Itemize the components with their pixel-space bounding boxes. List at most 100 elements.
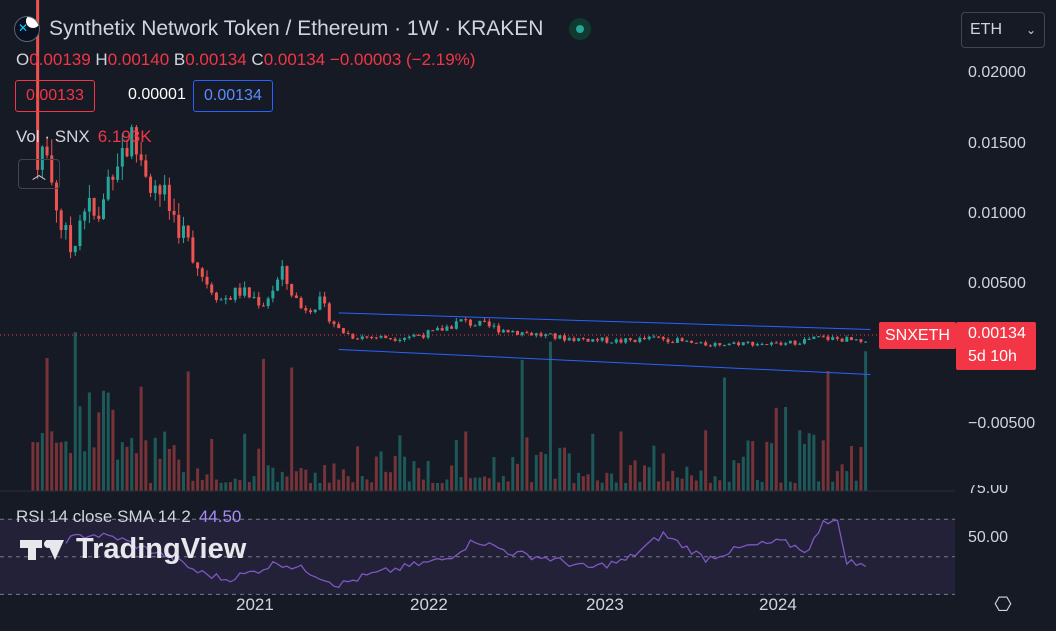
volume-bar [784, 406, 788, 491]
candle-body [788, 340, 792, 344]
volume-bar [699, 470, 703, 491]
volume-bar [323, 465, 327, 491]
candle-body [417, 334, 421, 336]
symbol-price-label: SNXETH [879, 322, 956, 349]
current-price: 0.00134 [968, 325, 1026, 342]
candle-body [403, 337, 407, 340]
candle-body [544, 334, 548, 337]
volume-bar [685, 466, 689, 491]
volume-bar [798, 430, 802, 491]
candle-body [581, 338, 585, 340]
candle-body [624, 338, 628, 343]
rsi-pane [0, 518, 955, 595]
candle-body [614, 339, 618, 343]
candle-body [69, 225, 73, 253]
currency-selector[interactable]: ETH ⌄ [961, 12, 1045, 48]
volume-bar [864, 351, 868, 491]
volume-bar [657, 481, 661, 491]
candle-body [426, 330, 430, 338]
volume-bar [229, 482, 233, 491]
volume-bar [101, 390, 105, 491]
volume-bar [802, 443, 806, 491]
candle-body [83, 211, 87, 221]
volume-bar [163, 431, 167, 491]
candle-body [365, 336, 369, 338]
volume-bar [308, 482, 312, 491]
volume-bar [515, 463, 519, 491]
low-value: 0.00134 [185, 50, 247, 69]
candle-body [737, 342, 741, 346]
close-value: 0.00134 [263, 50, 326, 69]
candle-body [487, 321, 491, 327]
volume-bar [755, 480, 759, 491]
volume-bar [845, 471, 849, 491]
candle-body [172, 210, 176, 215]
volume-bar [788, 481, 792, 491]
volume-bar [765, 441, 769, 491]
volume-bar [205, 474, 209, 491]
volume-bar [520, 359, 524, 491]
candle-body [40, 146, 44, 170]
candle-body [755, 344, 759, 346]
volume-bar [464, 431, 468, 491]
candle-body [101, 199, 105, 219]
volume-bar [144, 440, 148, 491]
volume-bar [261, 358, 265, 491]
candle-body [591, 339, 595, 342]
chart-settings-icon[interactable]: ⎔ [994, 594, 1012, 616]
volume-bar [97, 412, 101, 491]
volume-bar [680, 478, 684, 491]
candle-body [153, 185, 157, 193]
chevron-down-icon: ⌄ [1025, 23, 1036, 37]
candle-body [553, 333, 557, 339]
candle-body [539, 333, 543, 337]
volume-bar [459, 477, 463, 491]
candle-body [261, 305, 265, 307]
candle-body [149, 176, 153, 193]
candle-body [534, 333, 538, 336]
candle-body [722, 345, 726, 347]
open-value: 0.00139 [29, 50, 91, 69]
candle-body [652, 336, 656, 338]
volume-bar [605, 472, 609, 491]
candle-body [548, 333, 552, 335]
candle-body [243, 287, 247, 296]
candle-body [831, 337, 835, 340]
candle-body [78, 220, 82, 247]
candle-body [280, 266, 284, 280]
candle-body [520, 332, 524, 335]
time-tick: 2022 [410, 595, 448, 614]
collapse-legend-button[interactable]: ︿ [18, 159, 60, 189]
parallel-channel[interactable] [338, 312, 871, 375]
candle-body [835, 337, 839, 339]
volume-bar [191, 480, 195, 491]
buy-price-button[interactable]: 0.00134 [193, 80, 273, 112]
volume-bar [854, 480, 858, 491]
volume-bar [116, 459, 120, 491]
candle-body [412, 334, 416, 337]
candle-body [106, 176, 110, 200]
volume-bar [393, 455, 397, 491]
candle-body [454, 321, 458, 329]
candle-body [257, 296, 261, 306]
candle-body [586, 338, 590, 342]
candle-body [186, 225, 190, 238]
candle-body [200, 268, 204, 277]
candle-body [130, 127, 134, 157]
volume-legend[interactable]: Vol · SNX 6.193K [16, 127, 152, 147]
sell-price-button[interactable]: 0.00133 [15, 80, 95, 112]
spread-value: 0.00001 [128, 86, 186, 103]
synthetix-logo-icon [14, 16, 40, 42]
volume-bar [774, 407, 778, 491]
rsi-legend[interactable]: RSI 14 close SMA 14 2 44.50 [16, 507, 241, 527]
candle-body [595, 339, 599, 341]
symbol-header[interactable]: Synthetix Network Token / Ethereum · 1W … [14, 16, 592, 42]
candle-body [511, 331, 515, 333]
volume-bar [106, 392, 110, 491]
candle-body [210, 284, 214, 293]
candle-body [219, 299, 223, 301]
volume-bar [647, 467, 651, 491]
price-tick: 0.02000 [968, 64, 1026, 81]
volume-bar [600, 482, 604, 491]
